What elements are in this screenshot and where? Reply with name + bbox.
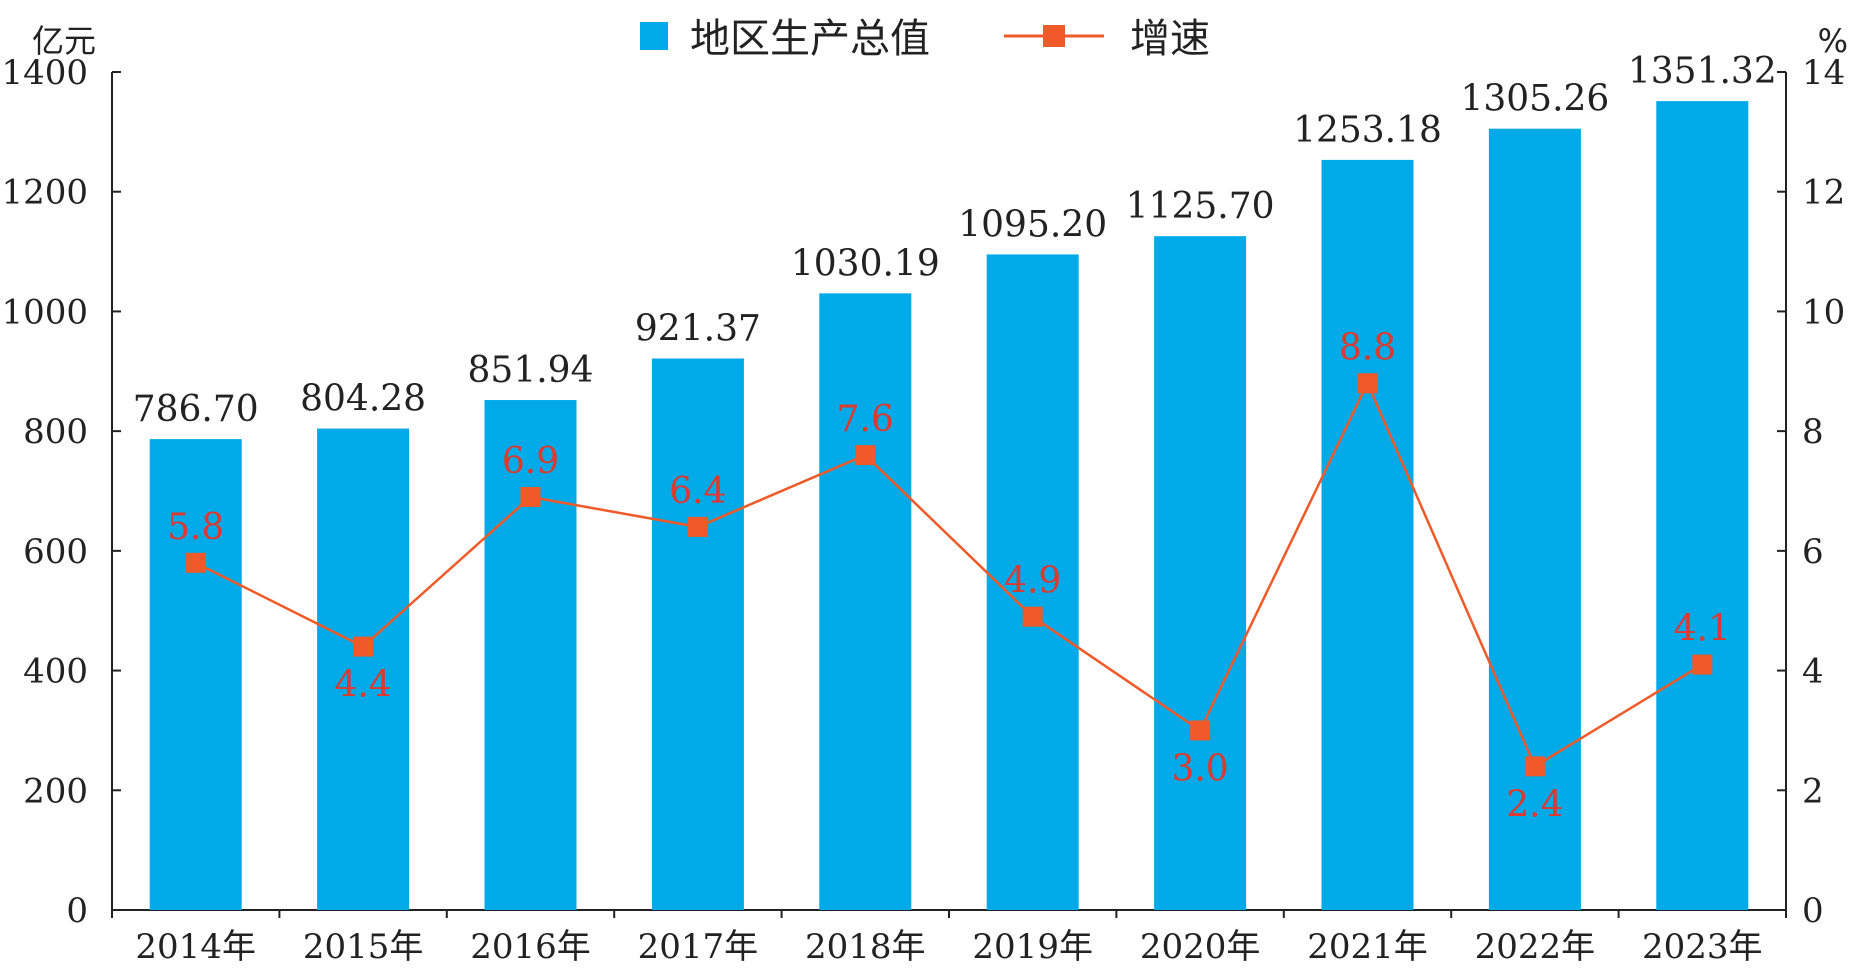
- gdp-bar: [1656, 101, 1749, 911]
- gdp-bar: [1154, 236, 1247, 911]
- legend-line-label: 增速: [1130, 16, 1210, 62]
- gdp-bar-label: 1253.18: [1293, 110, 1442, 151]
- gdp-bar-label: 804.28: [300, 379, 426, 420]
- growth-point-marker: [1190, 720, 1211, 741]
- right-tick-label: 14: [1802, 53, 1845, 93]
- left-tick-label: 600: [23, 532, 88, 572]
- gdp-bar: [1488, 128, 1581, 910]
- growth-point-label: 6.9: [502, 441, 559, 482]
- growth-point-label: 3.0: [1171, 748, 1228, 789]
- right-axis-unit: %: [1818, 22, 1848, 60]
- growth-point-label: 7.6: [837, 399, 894, 440]
- growth-point-label: 8.8: [1339, 327, 1396, 368]
- growth-point-marker: [353, 636, 374, 657]
- growth-point-marker: [855, 445, 876, 466]
- right-tick-label: 6: [1802, 532, 1824, 572]
- gdp-bar-label: 786.70: [133, 389, 259, 430]
- growth-point-label: 4.4: [334, 665, 391, 706]
- gdp-bar: [149, 439, 242, 910]
- x-tick-label: 2016年: [470, 927, 591, 967]
- growth-point-marker: [1357, 373, 1378, 394]
- bar-labels: 786.70 804.28 851.94 921.37 1030.19 1095.20 11…: [133, 51, 1777, 430]
- left-tick-label: 1000: [1, 292, 88, 332]
- growth-point-label: 6.4: [669, 471, 726, 512]
- growth-point-marker: [687, 516, 708, 537]
- x-tick-label: 2020年: [1140, 927, 1261, 967]
- x-tick-labels: 2014年 2015年 2016年 2017年 2018年 2019年 2020年 2021年…: [135, 927, 1762, 967]
- gdp-bar-label: 921.37: [635, 308, 761, 349]
- x-tick-label: 2023年: [1642, 927, 1763, 967]
- gdp-bar-label: 1351.32: [1628, 51, 1777, 92]
- right-tick-label: 2: [1802, 771, 1824, 811]
- growth-point-label: 4.9: [1004, 561, 1061, 602]
- growth-point-marker: [185, 552, 206, 573]
- legend-bar-swatch: [640, 22, 668, 50]
- right-tick-label: 8: [1802, 412, 1824, 452]
- gdp-bar: [317, 428, 410, 910]
- left-tick-label: 400: [23, 652, 88, 692]
- growth-line: [195, 380, 1703, 769]
- legend-line-marker: [1043, 25, 1065, 47]
- growth-line-series: 5.8 4.4 6.9 6.4 7.6 4.9 3.0 8.8 2.4 4.1: [167, 327, 1731, 825]
- x-tick-label: 2014年: [135, 927, 256, 967]
- left-tick-label: 1400: [1, 53, 88, 93]
- right-tick-label: 0: [1802, 891, 1824, 931]
- gdp-bar: [819, 293, 912, 911]
- x-tick-label: 2018年: [805, 927, 926, 967]
- x-tick-label: 2022年: [1475, 927, 1596, 967]
- growth-point-marker: [1524, 756, 1545, 777]
- bars: [149, 101, 1749, 911]
- x-tick-label: 2017年: [638, 927, 759, 967]
- x-tick-label: 2019年: [972, 927, 1093, 967]
- gdp-bar-label: 1125.70: [1126, 186, 1275, 227]
- right-tick-label: 4: [1802, 652, 1824, 692]
- gdp-bar: [484, 400, 577, 910]
- gdp-bar: [1321, 159, 1414, 910]
- gdp-bar-label: 1095.20: [958, 204, 1107, 245]
- x-tick-label: 2021年: [1307, 927, 1428, 967]
- growth-point-label: 5.8: [167, 507, 224, 548]
- left-axis-unit: 亿元: [32, 22, 96, 60]
- right-tick-label: 10: [1802, 292, 1845, 332]
- x-tick-label: 2015年: [303, 927, 424, 967]
- legend: 地区生产总值 增速: [640, 16, 1210, 62]
- gdp-bar-label: 1305.26: [1460, 79, 1609, 120]
- gdp-bar-label: 851.94: [468, 350, 594, 391]
- left-tick-label: 800: [23, 412, 88, 452]
- axes: 0 0 200 2 400 4 600 6 800 8 1000 10 1200 12 1400 14: [1, 53, 1845, 931]
- growth-point-marker: [1022, 606, 1043, 627]
- left-tick-label: 0: [66, 891, 88, 931]
- right-tick-label: 12: [1802, 173, 1845, 213]
- growth-point-label: 4.1: [1674, 609, 1731, 650]
- gdp-bar-label: 1030.19: [791, 243, 940, 284]
- growth-point-label: 2.4: [1506, 784, 1563, 825]
- legend-bar-label: 地区生产总值: [690, 16, 930, 62]
- growth-point-marker: [1692, 654, 1713, 675]
- left-tick-label: 1200: [1, 173, 88, 213]
- gdp-bar: [986, 254, 1079, 910]
- growth-point-marker: [520, 486, 541, 507]
- gdp-bar: [651, 358, 744, 910]
- left-tick-label: 200: [23, 771, 88, 811]
